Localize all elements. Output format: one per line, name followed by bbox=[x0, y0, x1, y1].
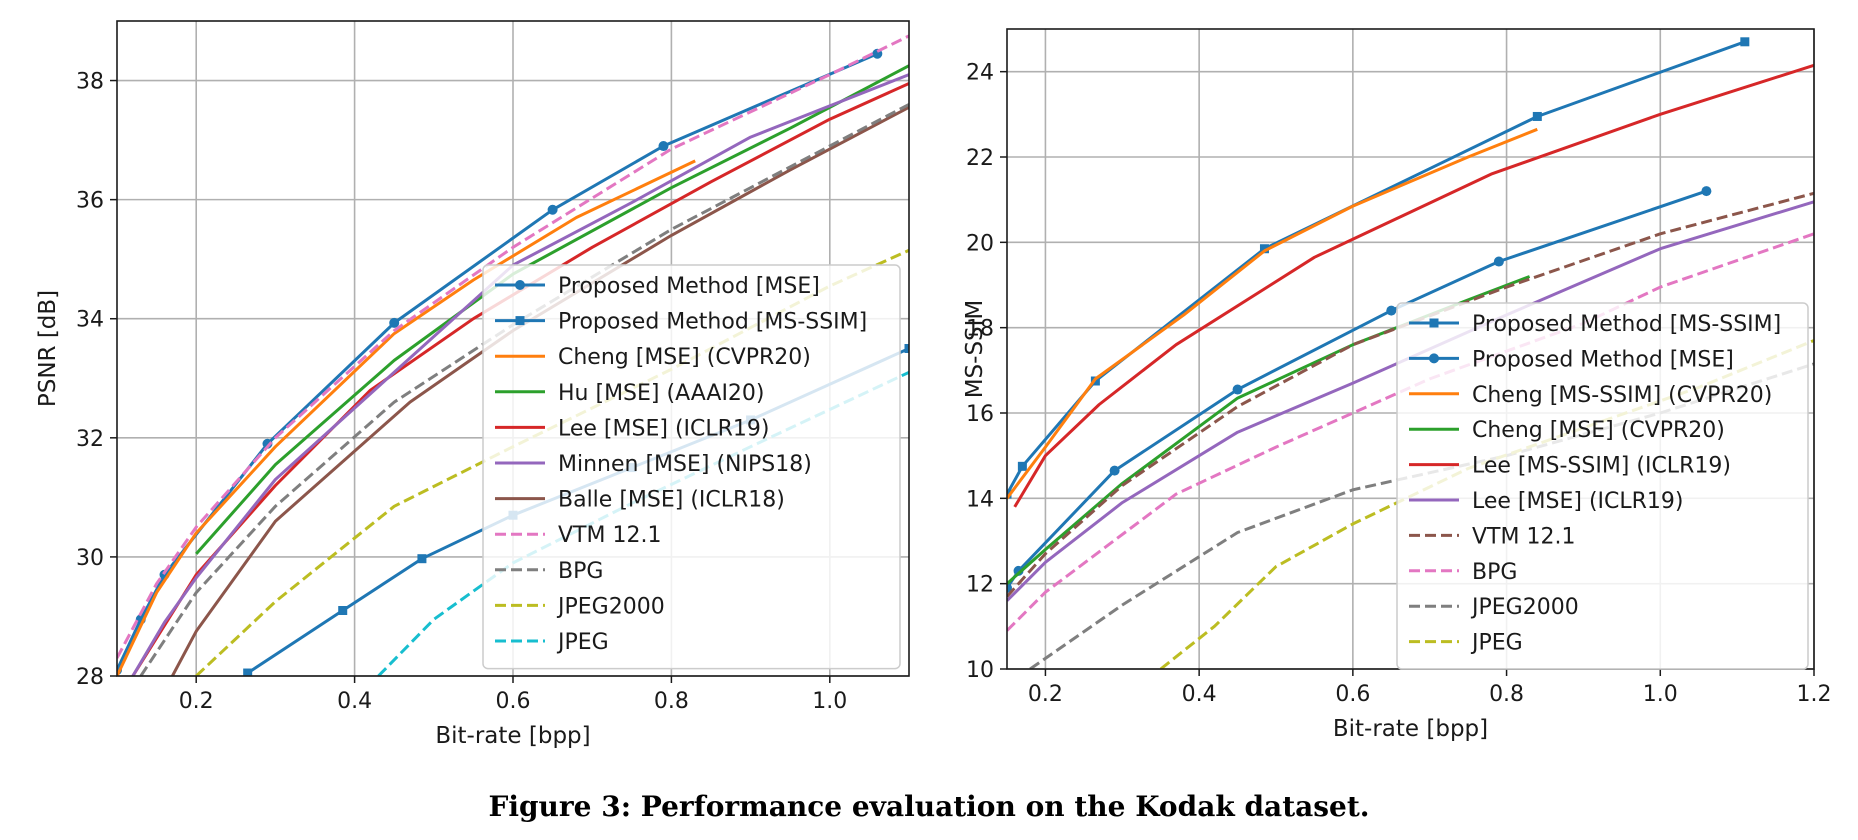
legend-marker bbox=[1429, 353, 1439, 364]
data-point bbox=[262, 438, 273, 449]
legend-entry-6: Lee [MSE] (ICLR19) bbox=[1472, 489, 1684, 514]
x-tick-label: 0.6 bbox=[1335, 682, 1370, 707]
series-line-7 bbox=[171, 105, 909, 676]
y-tick-label: 22 bbox=[966, 146, 994, 171]
series-line-4 bbox=[1007, 275, 1531, 585]
series-line-6 bbox=[131, 73, 909, 676]
data-point bbox=[904, 344, 909, 353]
data-point bbox=[1017, 461, 1027, 471]
x-tick-label: 0.6 bbox=[496, 689, 531, 714]
series-line-3 bbox=[1007, 127, 1538, 500]
x-axis-label: Bit-rate [bpp] bbox=[1333, 716, 1488, 742]
x-axis-label: Bit-rate [bpp] bbox=[435, 723, 590, 749]
series-line-1 bbox=[117, 52, 878, 671]
legend-marker bbox=[1429, 318, 1439, 328]
x-tick-label: 1.2 bbox=[1797, 682, 1832, 707]
series-line-6 bbox=[1007, 200, 1814, 602]
series-line-8 bbox=[1007, 232, 1814, 632]
data-point bbox=[1109, 465, 1120, 476]
legend-entry-9: BPG bbox=[558, 559, 603, 584]
data-point bbox=[1013, 565, 1024, 576]
legend-entry-6: Minnen [MSE] (NIPS18) bbox=[558, 452, 812, 477]
legend-entry-10: JPEG2000 bbox=[556, 594, 665, 619]
y-tick-label: 30 bbox=[76, 546, 104, 571]
legend-entry-2: Proposed Method [MS-SSIM] bbox=[558, 310, 867, 335]
legend-entry-3: Cheng [MS-SSIM] (CVPR20) bbox=[1472, 383, 1772, 408]
data-point bbox=[1740, 37, 1750, 47]
series-line-7 bbox=[1007, 191, 1814, 598]
x-tick-label: 0.8 bbox=[654, 689, 689, 714]
y-tick-label: 38 bbox=[76, 70, 104, 95]
series-line-8 bbox=[117, 34, 909, 659]
legend-entry-1: Proposed Method [MSE] bbox=[558, 274, 820, 299]
x-tick-label: 1.0 bbox=[1643, 682, 1678, 707]
y-tick-label: 28 bbox=[76, 665, 104, 690]
data-point bbox=[1493, 256, 1504, 267]
x-tick-label: 0.2 bbox=[1028, 682, 1063, 707]
legend-entry-4: Cheng [MSE] (CVPR20) bbox=[1472, 418, 1725, 443]
y-tick-label: 12 bbox=[966, 573, 994, 598]
x-tick-label: 0.8 bbox=[1489, 682, 1524, 707]
legend-entry-8: VTM 12.1 bbox=[558, 523, 661, 548]
legend-entry-7: VTM 12.1 bbox=[1472, 524, 1575, 549]
data-point bbox=[1532, 111, 1542, 121]
legend-entry-4: Hu [MSE] (AAAI20) bbox=[558, 381, 765, 406]
legend-entry-5: Lee [MSE] (ICLR19) bbox=[558, 416, 770, 441]
legend-entry-9: JPEG2000 bbox=[1470, 595, 1579, 620]
data-point bbox=[243, 668, 253, 676]
y-axis-label: PSNR [dB] bbox=[35, 290, 61, 407]
chart-1: 0.2 0.4 0.6 0.8 1.0 28 30 32 34 36 38 Bit-rate [bpp… bbox=[35, 20, 910, 749]
legend-entry-2: Proposed Method [MSE] bbox=[1472, 347, 1734, 372]
x-tick-label: 1.0 bbox=[812, 689, 847, 714]
legend-entry-11: JPEG bbox=[556, 630, 609, 655]
legend: Proposed Method [MS-SSIM] Proposed Method… bbox=[1396, 302, 1809, 670]
y-tick-label: 24 bbox=[966, 61, 994, 86]
legend-entry-5: Lee [MS-SSIM] (ICLR19) bbox=[1472, 454, 1731, 479]
y-tick-label: 36 bbox=[76, 189, 104, 214]
series-group bbox=[1007, 37, 1814, 669]
series-line-9 bbox=[139, 103, 909, 676]
legend-entry-1: Proposed Method [MS-SSIM] bbox=[1472, 312, 1781, 337]
data-point bbox=[547, 204, 558, 215]
legend-entry-7: Balle [MSE] (ICLR18) bbox=[558, 488, 785, 513]
legend-entry-8: BPG bbox=[1472, 560, 1517, 585]
chart-2: 0.2 0.4 0.6 0.8 1.0 1.2 10 12 14 16 18 20 22 24 Bit-ra… bbox=[962, 28, 1832, 742]
data-point bbox=[417, 554, 427, 564]
data-point bbox=[658, 141, 669, 152]
x-tick-label: 0.4 bbox=[337, 689, 372, 714]
figure-caption: Figure 3: Performance evaluation on the … bbox=[488, 790, 1370, 823]
legend: Proposed Method [MSE] Proposed Method [MS… bbox=[482, 264, 901, 670]
legend-entry-10: JPEG bbox=[1470, 631, 1523, 656]
y-tick-label: 32 bbox=[76, 427, 104, 452]
x-tick-label: 0.2 bbox=[179, 689, 214, 714]
y-tick-label: 18 bbox=[966, 317, 994, 342]
series-line-5 bbox=[1013, 63, 1814, 508]
y-tick-label: 34 bbox=[76, 308, 104, 333]
series-line-1 bbox=[1007, 40, 1746, 495]
data-point bbox=[1232, 384, 1243, 395]
data-point bbox=[1701, 186, 1712, 197]
legend-marker bbox=[515, 280, 525, 290]
legend-box bbox=[482, 264, 901, 670]
legend-entry-3: Cheng [MSE] (CVPR20) bbox=[558, 345, 811, 370]
y-tick-label: 10 bbox=[966, 658, 994, 683]
data-point bbox=[389, 317, 400, 328]
y-axis-label: MS-SSIM bbox=[962, 300, 988, 399]
y-tick-label: 14 bbox=[966, 487, 994, 512]
y-tick-label: 20 bbox=[966, 231, 994, 256]
legend-marker bbox=[515, 316, 525, 326]
legend-box bbox=[1396, 302, 1809, 670]
x-tick-label: 0.4 bbox=[1182, 682, 1217, 707]
y-tick-label: 16 bbox=[966, 402, 994, 427]
data-point bbox=[1259, 244, 1269, 254]
data-point bbox=[1386, 305, 1397, 316]
data-point bbox=[338, 606, 348, 615]
series-line-3 bbox=[117, 159, 696, 676]
